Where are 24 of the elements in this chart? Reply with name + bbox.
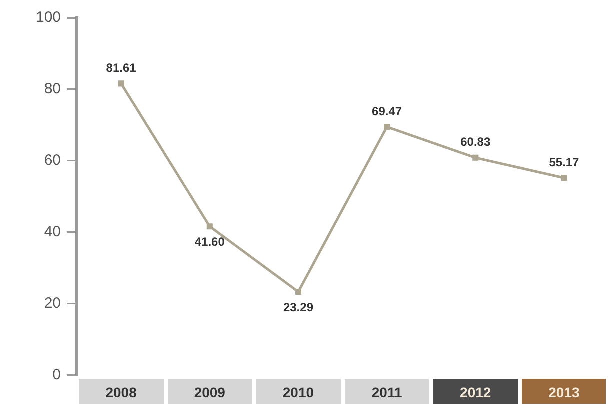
point <box>118 80 124 87</box>
data-label: 41.60 <box>194 234 226 249</box>
data-label: 23.29 <box>283 300 314 314</box>
y-tick-label: 40 <box>44 223 62 240</box>
x-tick-label: 2012 <box>460 384 492 400</box>
y-tick-label: 60 <box>44 152 62 170</box>
x-tick-label: 2013 <box>548 384 580 400</box>
point <box>472 154 479 161</box>
point <box>206 224 213 230</box>
y-tick-label: 0 <box>52 366 62 384</box>
data-label: 60.83 <box>460 135 491 150</box>
y-tick-label: 80 <box>44 80 62 98</box>
data-label: 69.47 <box>372 104 402 118</box>
data-label: 81.61 <box>106 61 137 75</box>
x-tick-label: 2008 <box>106 384 138 400</box>
y-tick-label: 20 <box>44 294 62 312</box>
x-tick-label: 2010 <box>282 384 314 400</box>
x-tick-label: 2011 <box>372 384 402 400</box>
data-label: 55.17 <box>549 155 580 170</box>
x-tick-label: 2009 <box>194 384 226 400</box>
point <box>384 124 390 130</box>
point <box>295 288 302 296</box>
y-tick-label: 100 <box>36 9 62 26</box>
point <box>561 175 568 182</box>
